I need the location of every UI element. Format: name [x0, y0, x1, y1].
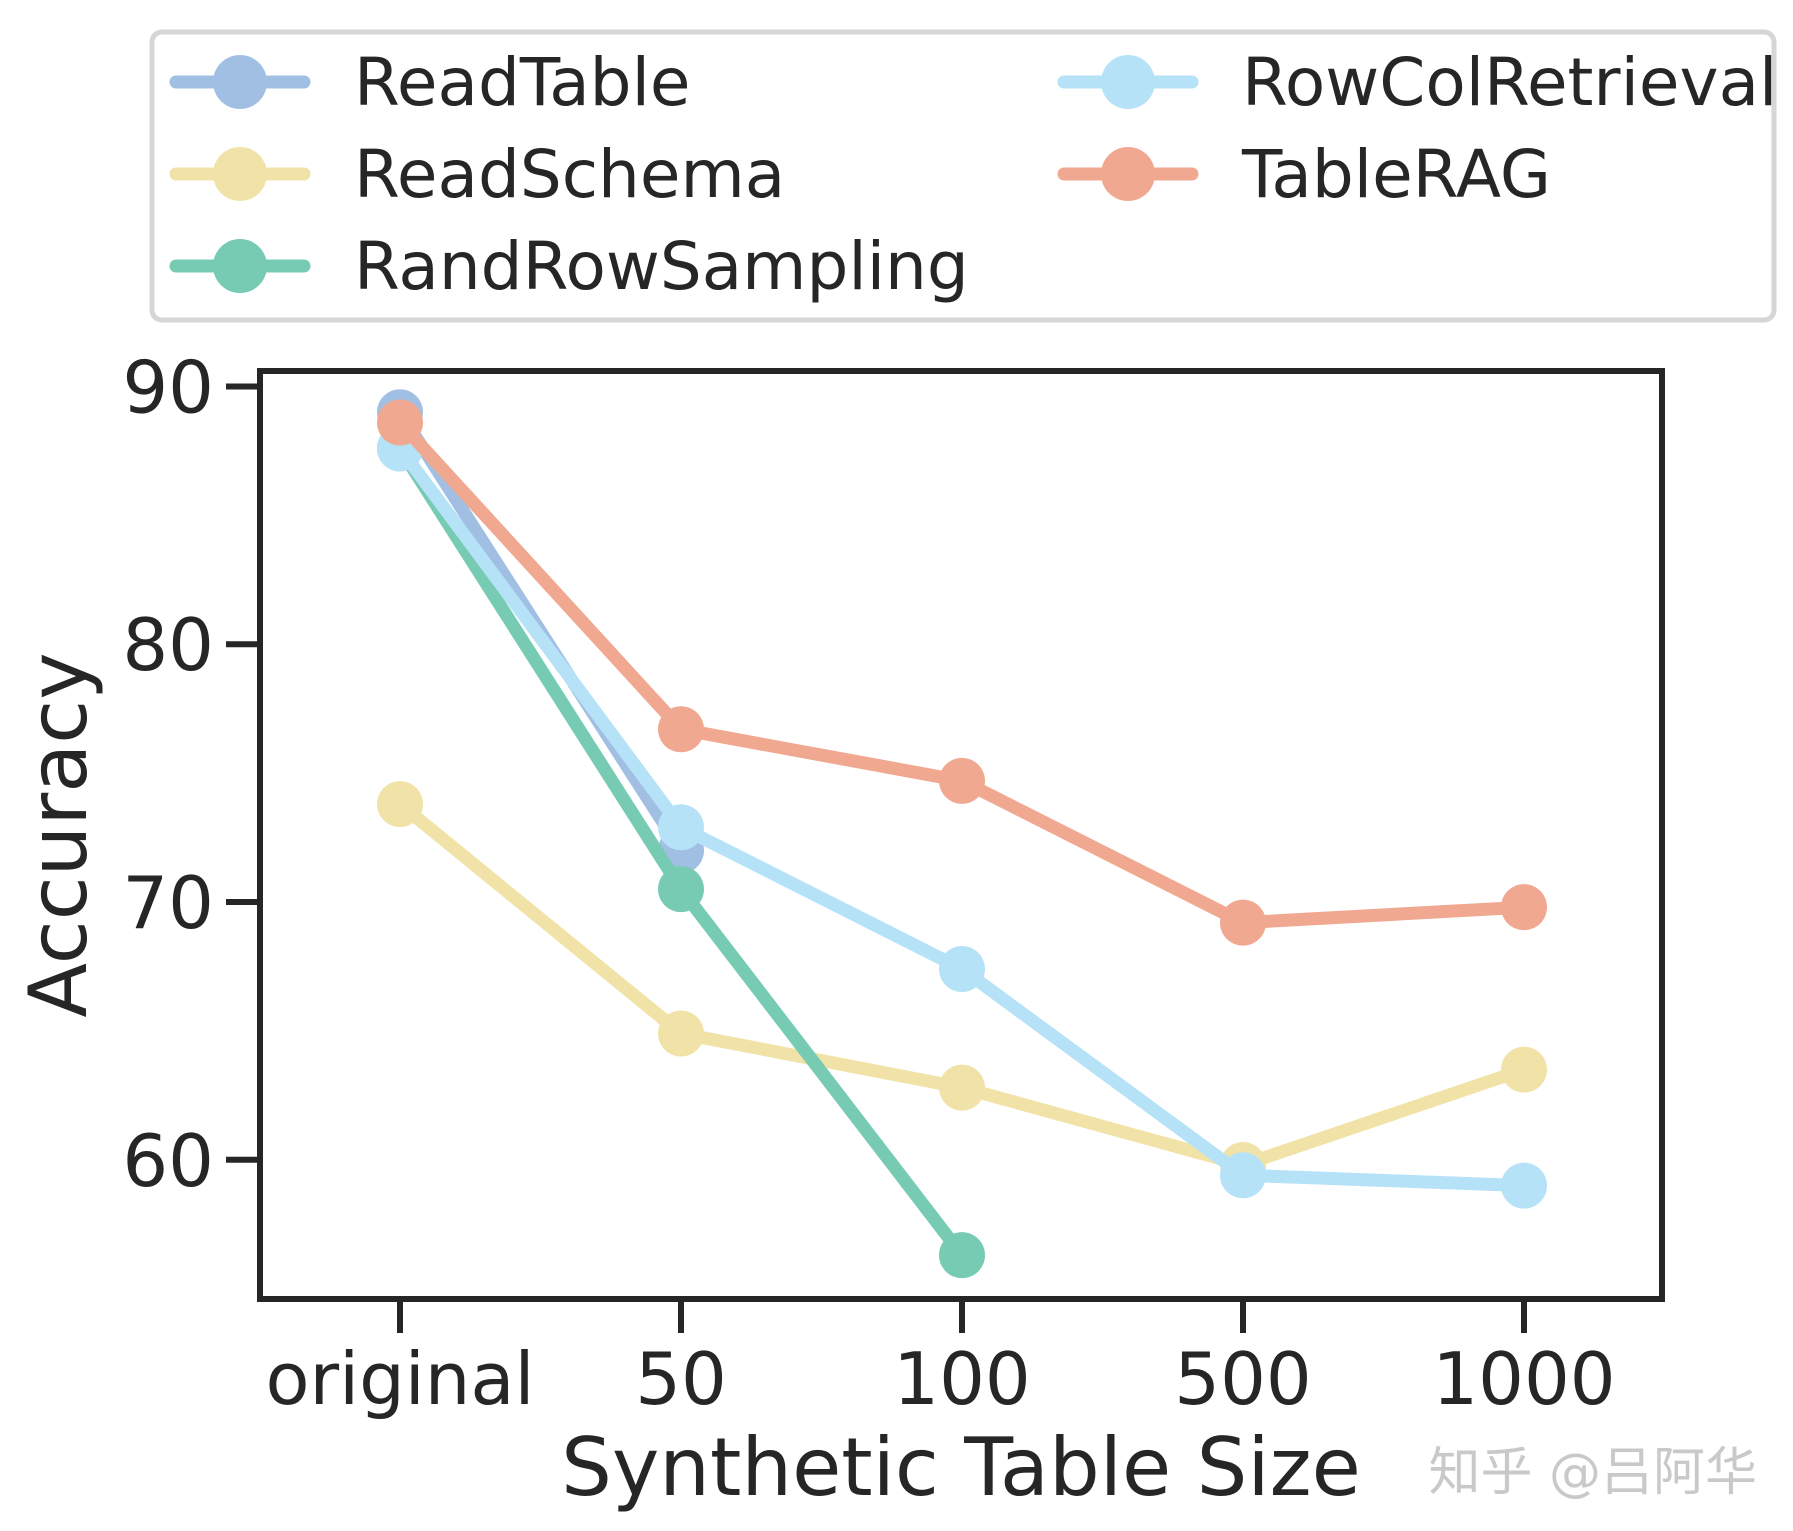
legend-marker	[213, 55, 267, 109]
data-point-rowcolretrieval-1000	[1501, 1162, 1547, 1209]
x-tick-label: original	[265, 1337, 534, 1421]
legend-label: ReadSchema	[354, 136, 785, 213]
legend-label: TableRAG	[1241, 136, 1551, 213]
ticks-layer: 60 70 80 90 original 50 100 500 1000	[122, 345, 1615, 1421]
y-axis-label: Accuracy	[12, 652, 105, 1017]
legend-label: ReadTable	[354, 44, 691, 121]
legend-marker	[1101, 147, 1155, 201]
series-rowcolretrieval	[377, 425, 1547, 1209]
legend-marker	[213, 147, 267, 201]
data-point-readschema-100	[939, 1064, 985, 1111]
x-tick-label: 100	[893, 1337, 1030, 1421]
x-tick-label: 1000	[1432, 1337, 1615, 1421]
x-tick-label: 50	[635, 1337, 727, 1421]
data-point-rowcolretrieval-500	[1220, 1152, 1266, 1199]
data-point-rowcolretrieval-100	[939, 946, 985, 993]
legend-frame	[149, 29, 1777, 323]
legend-item-tablerag: TableRAG	[1057, 136, 1551, 213]
y-tick-label: 80	[122, 603, 214, 687]
legend: ReadTable ReadSchema RandRowSampling RowCol…	[149, 29, 1777, 323]
data-point-readschema-original	[377, 781, 423, 828]
data-point-rowcolretrieval-50	[658, 804, 704, 851]
data-point-tablerag-100	[939, 757, 985, 804]
data-point-tablerag-500	[1220, 899, 1266, 946]
data-point-readschema-50	[658, 1010, 704, 1057]
y-tick-label: 70	[122, 861, 214, 945]
data-point-tablerag-1000	[1501, 884, 1547, 931]
legend-marker	[213, 239, 267, 293]
legend-item-rowcolretrieval: RowColRetrieval	[1057, 44, 1777, 121]
data-point-readschema-1000	[1501, 1046, 1547, 1093]
legend-item-readtable: ReadTable	[169, 44, 691, 121]
x-tick-label: 500	[1174, 1337, 1311, 1421]
series-tablerag	[377, 399, 1547, 946]
data-point-randrowsampling-50	[658, 866, 704, 913]
legend-item-randrowsampling: RandRowSampling	[169, 228, 969, 305]
legend-item-readschema: ReadSchema	[169, 136, 785, 213]
series-layer	[377, 389, 1547, 1279]
x-axis-label: Synthetic Table Size	[561, 1421, 1361, 1514]
y-tick-label: 60	[122, 1119, 214, 1203]
data-point-randrowsampling-100	[939, 1232, 985, 1279]
watermark: 知乎 @吕阿华	[1428, 1443, 1757, 1503]
data-point-tablerag-original	[377, 399, 423, 446]
y-tick-label: 90	[122, 345, 214, 429]
legend-label: RowColRetrieval	[1242, 44, 1777, 121]
data-point-tablerag-50	[658, 706, 704, 753]
legend-label: RandRowSampling	[354, 228, 969, 305]
legend-marker	[1101, 55, 1155, 109]
